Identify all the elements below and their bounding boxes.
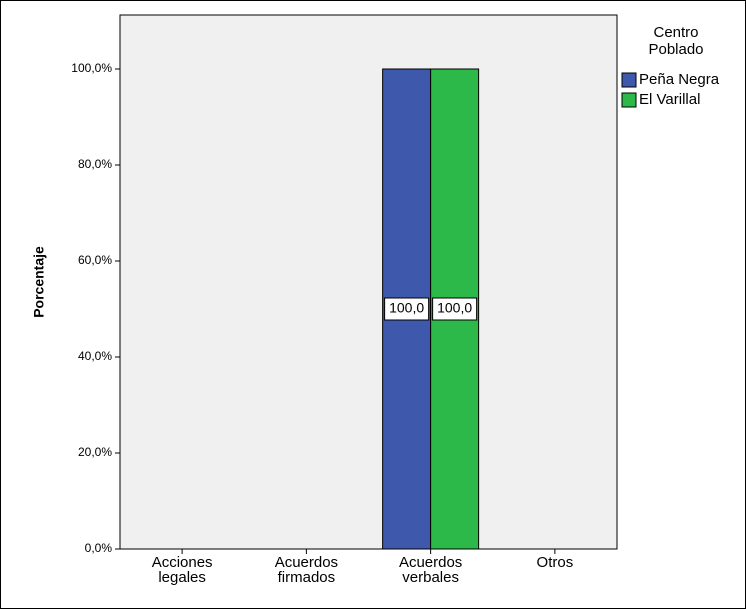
y-tick-label: 60,0% [78, 253, 112, 267]
plot-area [119, 14, 618, 550]
legend-swatch [621, 72, 637, 88]
value-label: 100,0 [437, 300, 472, 316]
value-label-box [432, 297, 478, 321]
value-label-box [384, 297, 430, 321]
y-tick-label: 0,0% [85, 541, 113, 555]
legend-label: Peña Negra [639, 71, 720, 88]
y-tick-label: 80,0% [78, 157, 112, 171]
value-label: 100,0 [389, 300, 424, 316]
legend-title: Centro Poblado [648, 24, 704, 58]
x-tick-label: Acuerdos firmados [274, 554, 339, 586]
x-tick-label: Otros [536, 554, 574, 571]
legend-label: El Varillal [639, 91, 700, 108]
y-tick-label: 40,0% [78, 349, 112, 363]
y-tick-label: 20,0% [78, 445, 112, 459]
legend-swatch [621, 92, 637, 108]
y-tick-label: 100,0% [71, 61, 112, 75]
x-tick-label: Acciones legales [151, 554, 213, 586]
y-axis-label: Porcentaje [31, 246, 47, 318]
x-tick-label: Acuerdos verbales [398, 554, 463, 586]
